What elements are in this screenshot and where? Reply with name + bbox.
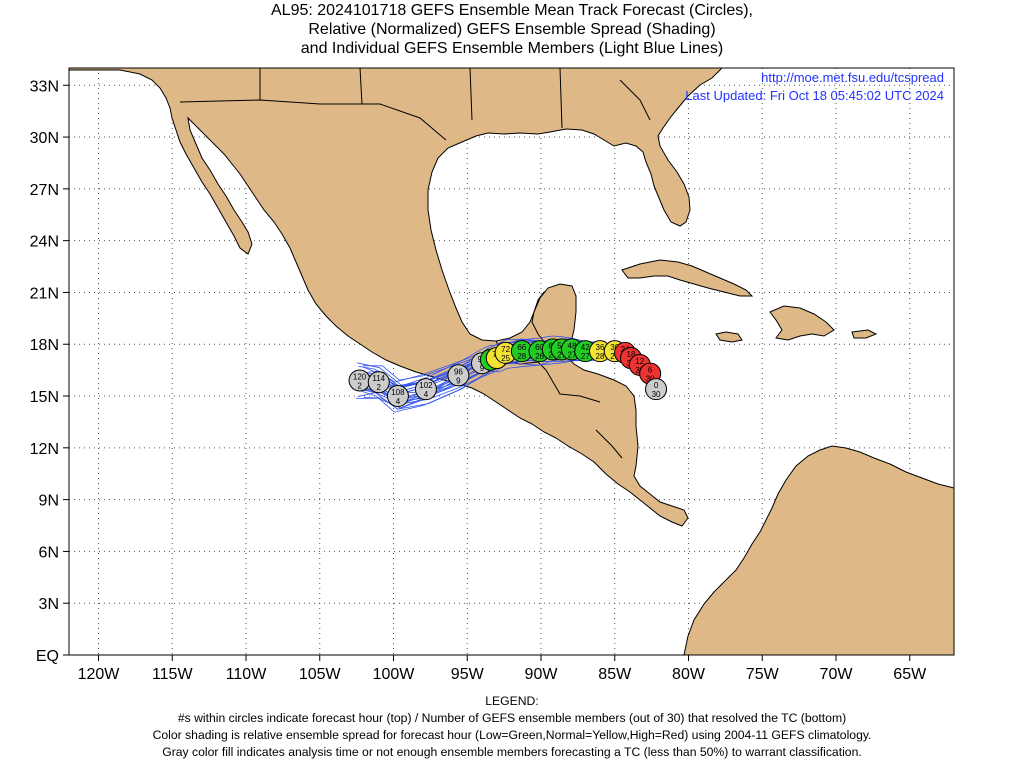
- y-tick-label: 15N: [30, 389, 59, 406]
- forecast-hour-label: 36: [596, 343, 605, 352]
- forecast-hour-label: 42: [581, 343, 590, 352]
- forecast-hour-label: 114: [372, 374, 385, 383]
- forecast-hour-label: 12: [635, 357, 644, 366]
- y-tick-label: 3N: [39, 596, 59, 613]
- x-tick-label: 85W: [598, 666, 632, 683]
- map-title-line-2: Relative (Normalized) GEFS Ensemble Spre…: [308, 21, 716, 38]
- legend-line-3: Gray color fill indicates analysis time …: [162, 745, 862, 759]
- forecast-hour-label: 120: [353, 372, 367, 381]
- y-tick-label: 27N: [30, 182, 59, 199]
- source-url[interactable]: http://moe.met.fsu.edu/tcspread: [761, 70, 944, 85]
- y-tick-label: 33N: [30, 78, 59, 95]
- landmass: [69, 68, 954, 655]
- forecast-hour-label: 108: [391, 388, 405, 397]
- x-tick-label: 100W: [373, 666, 416, 683]
- hispaniola-land: [769, 305, 835, 341]
- y-tick-label: 30N: [30, 130, 59, 147]
- forecast-hour-label: 6: [648, 366, 653, 375]
- x-tick-label: 115W: [152, 666, 194, 683]
- member-count-label: 4: [396, 397, 401, 406]
- x-tick-label: 110W: [226, 666, 268, 683]
- mean-track-circles: 1202114210841024969909847872256628602660…: [348, 338, 668, 408]
- forecast-hour-label: 66: [517, 343, 526, 352]
- forecast-hour-label: 96: [454, 367, 463, 376]
- track-circle-fill: [386, 385, 409, 408]
- forecast-hour-label: 48: [568, 341, 577, 350]
- forecast-hour-label: 18: [627, 350, 636, 359]
- member-count-label: 27: [581, 352, 590, 361]
- north-america-land: [69, 68, 723, 527]
- track-circle-fill: [414, 378, 437, 401]
- legend-heading: LEGEND:: [485, 694, 539, 708]
- member-count-label: 9: [456, 376, 461, 385]
- forecast-hour-label: 30: [610, 343, 619, 352]
- last-updated: Last Updated: Fri Oct 18 05:45:02 UTC 20…: [685, 88, 944, 103]
- track-circle: 969: [447, 364, 470, 387]
- yucatan-land: [531, 283, 577, 357]
- member-count-label: 30: [646, 375, 655, 384]
- x-tick-label: 105W: [299, 666, 342, 683]
- cuba-land: [621, 259, 754, 297]
- legend-line-1: #s within circles indicate forecast hour…: [177, 711, 847, 725]
- y-tick-label: 12N: [30, 441, 59, 458]
- x-axis-labels: 120W 115W 110W 105W 100W 95W 90W 85W 80W 75W 70W 65…: [78, 666, 927, 683]
- member-count-label: 27: [557, 350, 566, 359]
- x-tick-label: 80W: [672, 666, 706, 683]
- x-tick-label: 90W: [525, 666, 559, 683]
- y-tick-label: 18N: [30, 337, 59, 354]
- member-count-label: 9: [480, 364, 485, 373]
- y-tick-label: 21N: [30, 285, 59, 302]
- x-tick-label: 120W: [78, 666, 121, 683]
- track-circle-fill: [367, 371, 390, 394]
- map-frame: [68, 67, 955, 656]
- member-count-label: 28: [596, 352, 605, 361]
- y-tick-label: 24N: [30, 234, 59, 251]
- member-count-label: 4: [424, 390, 429, 399]
- x-tick-label: 95W: [451, 666, 485, 683]
- forecast-hour-label: 0: [654, 381, 659, 390]
- member-count-label: 27: [568, 350, 577, 359]
- member-count-label: 25: [501, 354, 510, 363]
- member-count-label: 28: [517, 352, 526, 361]
- track-circle-fill: [645, 378, 668, 401]
- track-circle-fill: [447, 364, 470, 387]
- map-title-line-1: AL95: 2024101718 GEFS Ensemble Mean Trac…: [271, 2, 753, 19]
- forecast-hour-label: 60: [535, 343, 544, 352]
- map-title-line-3: and Individual GEFS Ensemble Members (Li…: [300, 40, 724, 57]
- x-tick-label: 65W: [893, 666, 927, 683]
- legend-line-2: Color shading is relative ensemble sprea…: [152, 728, 872, 742]
- member-count-label: 26: [535, 352, 544, 361]
- track-circle: 030: [645, 378, 668, 401]
- south-america-land: [683, 445, 954, 655]
- y-tick-label: EQ: [36, 648, 59, 665]
- forecast-hour-label: 102: [419, 381, 433, 390]
- y-axis-labels: EQ 3N 6N 9N 12N 15N 18N 21N 24N 27N 30N 33N: [30, 78, 59, 665]
- member-count-label: 2: [357, 381, 362, 390]
- y-tick-label: 6N: [39, 544, 59, 561]
- jamaica-land: [715, 331, 743, 343]
- puerto-rico-land: [851, 329, 878, 339]
- forecast-hour-label: 72: [501, 345, 510, 354]
- x-tick-label: 75W: [746, 666, 780, 683]
- x-tick-label: 70W: [820, 666, 854, 683]
- axis-ticks: [63, 84, 911, 661]
- member-count-label: 30: [652, 390, 661, 399]
- y-tick-label: 9N: [39, 493, 59, 510]
- member-count-label: 2: [377, 383, 382, 392]
